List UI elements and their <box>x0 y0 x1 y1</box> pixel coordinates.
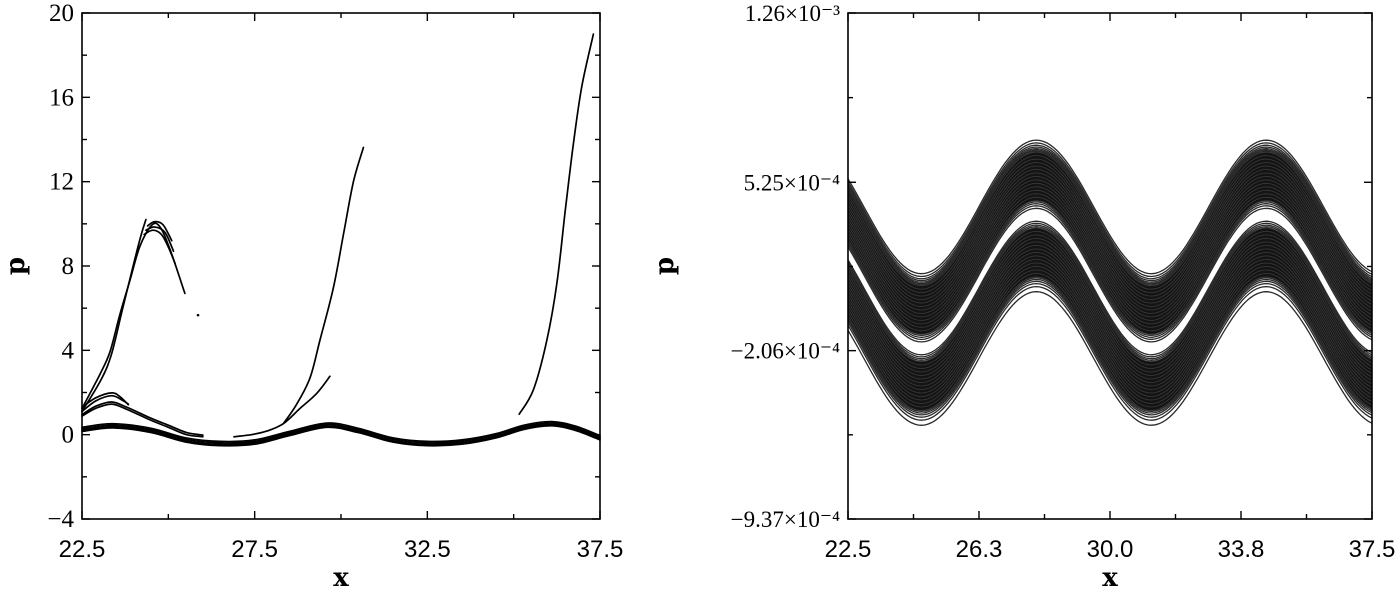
orbit-curve <box>848 142 1372 278</box>
right-plot-curves <box>848 139 1372 426</box>
right-plot-ticks: 22.5 26.3 30.0 33.8 37.5 1.26×10⁻³ 5.25×10⁻⁴ −2… <box>731 1 1396 563</box>
x-tick-label: 37.5 <box>577 536 624 563</box>
trajectory-curve <box>282 146 365 425</box>
left-plot-trajectories <box>81 33 601 447</box>
inner-curve <box>848 175 1372 311</box>
x-tick-label: 27.5 <box>231 536 278 563</box>
x-tick-label: 30.0 <box>1087 536 1134 563</box>
y-tick-label: 0 <box>62 422 75 449</box>
dense-curve-band <box>848 152 1372 335</box>
trapped-orbit-curve <box>81 423 601 446</box>
y-tick-label: −4 <box>47 506 74 533</box>
inner-curve <box>848 258 1372 394</box>
dense-curve-band <box>848 227 1372 411</box>
right-plot: 22.5 26.3 30.0 33.8 37.5 1.26×10⁻³ 5.25×10⁻⁴ −2… <box>650 1 1395 593</box>
inner-curve <box>848 155 1372 290</box>
inner-curve <box>848 241 1372 376</box>
orbit-curve <box>848 203 1372 338</box>
inner-curve <box>848 272 1372 408</box>
y-tick-label: −9.37×10⁻⁴ <box>731 507 840 532</box>
y-tick-label: 20 <box>49 0 74 27</box>
orbit-curve <box>848 220 1372 356</box>
inner-curve <box>848 262 1372 397</box>
trajectory-curve <box>145 226 175 253</box>
y-tick-label: −2.06×10⁻⁴ <box>731 339 840 364</box>
orbit-curve <box>848 282 1372 418</box>
inner-curve <box>848 237 1372 373</box>
orbit-curve <box>848 285 1372 421</box>
orbit-curve <box>848 146 1372 282</box>
left-plot: 22.5 27.5 32.5 37.5 −4 0 4 8 12 16 20 x p <box>1 0 623 593</box>
trajectory-curve <box>143 229 177 265</box>
orbit-curve <box>848 201 1372 337</box>
inner-curve <box>848 234 1372 369</box>
trajectory-curve <box>81 401 204 436</box>
inner-curve <box>848 251 1372 387</box>
orbit-curve <box>848 205 1372 341</box>
inner-curve <box>848 158 1372 294</box>
x-tick-label: 22.5 <box>59 536 106 563</box>
inner-curve <box>848 255 1372 390</box>
trajectory-point <box>196 313 200 317</box>
x-tick-label: 37.5 <box>1349 536 1396 563</box>
inner-curve <box>848 193 1372 328</box>
orbit-curve <box>848 277 1372 413</box>
left-y-axis-label: p <box>1 257 31 275</box>
trajectory-curve <box>518 33 595 416</box>
trajectory-curve <box>81 394 130 413</box>
inner-curve <box>848 162 1372 297</box>
right-y-axis-label: p <box>650 257 680 275</box>
orbit-curve <box>848 226 1372 361</box>
inner-curve <box>848 186 1372 321</box>
inner-curve <box>848 265 1372 401</box>
left-plot-frame <box>81 12 601 520</box>
orbit-curve <box>848 278 1372 414</box>
inner-curve <box>848 182 1372 318</box>
orbit-curve <box>848 139 1372 275</box>
x-tick-label: 22.5 <box>825 536 872 563</box>
right-x-axis-label: x <box>1102 563 1118 593</box>
y-tick-label: 1.26×10⁻³ <box>745 1 840 26</box>
y-tick-label: 5.25×10⁻⁴ <box>744 170 840 195</box>
trajectory-curve <box>81 392 130 409</box>
orbit-curve <box>848 207 1372 343</box>
left-plot-ticks: 22.5 27.5 32.5 37.5 −4 0 4 8 12 16 20 <box>47 0 623 563</box>
orbit-curve <box>848 291 1372 426</box>
x-tick-label: 32.5 <box>404 536 451 563</box>
y-tick-label: 4 <box>62 337 75 364</box>
inner-curve <box>848 179 1372 314</box>
left-x-axis-label: x <box>333 563 349 593</box>
y-tick-label: 8 <box>62 253 75 280</box>
trajectory-curve <box>81 218 147 413</box>
inner-curve <box>848 248 1372 383</box>
inner-curve <box>848 172 1372 307</box>
trajectory-curve <box>146 220 173 242</box>
y-tick-label: 16 <box>49 84 74 111</box>
trapped-orbit-curve <box>81 422 601 444</box>
orbit-curve <box>848 222 1372 358</box>
x-tick-label: 33.8 <box>1218 536 1265 563</box>
inner-curve <box>848 169 1372 304</box>
orbit-curve <box>848 144 1372 280</box>
inner-curve <box>848 165 1372 301</box>
orbit-curve <box>848 150 1372 286</box>
inner-curve <box>848 269 1372 404</box>
orbit-curve <box>848 224 1372 360</box>
trajectory-curve <box>81 403 204 438</box>
orbit-curve <box>848 148 1372 283</box>
inner-curve <box>848 244 1372 380</box>
trapped-orbit-curve <box>81 424 601 447</box>
x-tick-label: 26.3 <box>956 536 1003 563</box>
inner-curve <box>848 189 1372 325</box>
trapped-orbit-curve <box>81 420 601 443</box>
orbit-curve <box>848 280 1372 416</box>
inner-curve <box>848 230 1372 366</box>
y-tick-label: 12 <box>49 169 74 196</box>
inner-curve <box>848 196 1372 332</box>
